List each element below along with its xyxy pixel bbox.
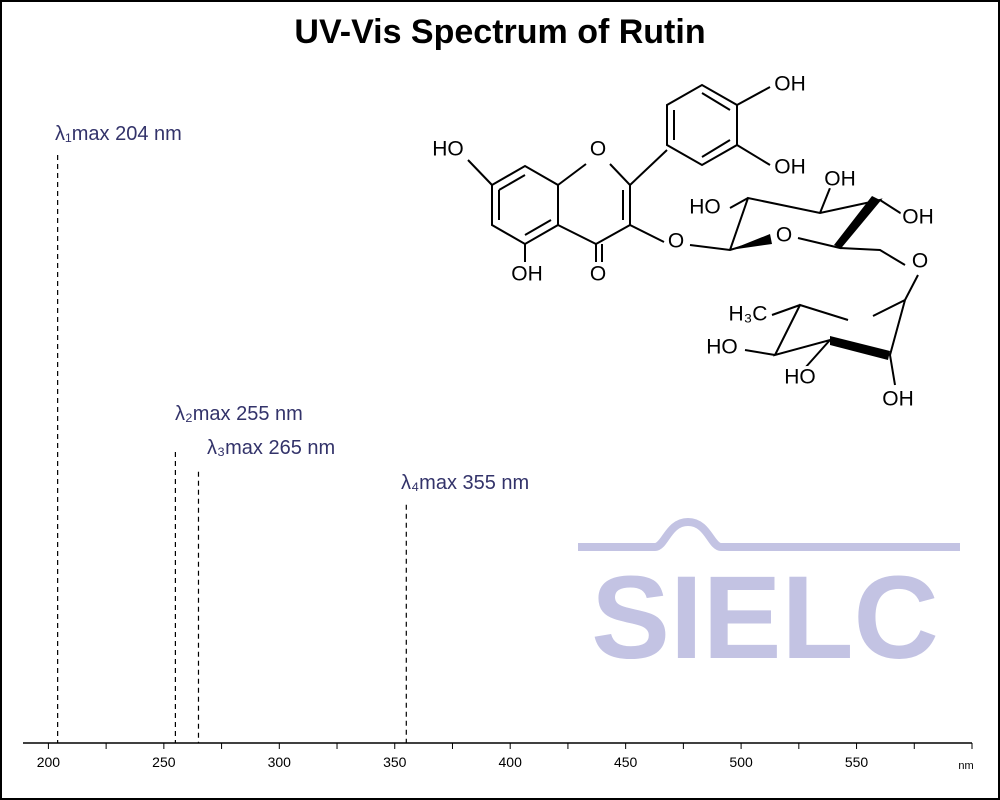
annotation: λ₄max 355 nm — [401, 472, 529, 494]
atom-label: OH — [774, 73, 806, 96]
watermark-text: SIELC — [591, 552, 939, 684]
atom-label: HO — [432, 138, 464, 161]
atom-label: OH — [511, 263, 543, 286]
atom-label: O — [590, 263, 606, 286]
atom-label: H₃C — [729, 303, 768, 326]
x-tick-label: 350 — [383, 754, 407, 770]
atom-label: O — [912, 250, 928, 273]
x-tick-label: 200 — [37, 754, 61, 770]
annotation: λ₁max 204 nm — [55, 123, 182, 145]
atom-label: OH — [824, 168, 856, 191]
atom-label: OH — [774, 156, 806, 179]
wedges — [730, 196, 880, 250]
atom-label: OH — [902, 206, 934, 229]
x-tick-label: 300 — [268, 754, 292, 770]
atom-label: O — [776, 224, 792, 247]
watermark-line — [578, 517, 960, 551]
plot-area: 200 250 300 350 400 450 500 550 nm λ₁max 204 nm λ₂… — [23, 123, 974, 772]
wedge — [830, 336, 890, 360]
x-tick-label: 450 — [614, 754, 638, 770]
structure — [467, 83, 919, 386]
annotation: λ₂max 255 nm — [175, 403, 303, 425]
atom-label: O — [590, 138, 606, 161]
ring-b — [666, 83, 771, 167]
rhamnose — [744, 274, 919, 386]
atom-label: HO — [689, 196, 721, 219]
x-tick-label: 250 — [152, 754, 176, 770]
chart-title: UV-Vis Spectrum of Rutin — [294, 13, 705, 51]
watermark: SIELC — [578, 517, 960, 684]
annotation: λ₃max 265 nm — [207, 437, 335, 459]
bonds — [467, 149, 668, 262]
atom-label: HO — [784, 366, 816, 389]
atom-label: HO — [706, 336, 738, 359]
x-axis-label: nm — [958, 760, 973, 772]
atom-label: O — [668, 230, 684, 253]
x-tick-label: 400 — [499, 754, 523, 770]
atom-label: OH — [882, 388, 914, 411]
x-tick-label: 550 — [845, 754, 869, 770]
x-tick-label: 500 — [729, 754, 753, 770]
